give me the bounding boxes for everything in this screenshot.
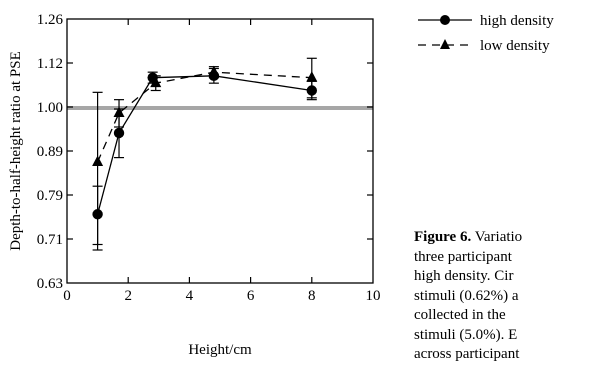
- data-point-high-density: [113, 127, 125, 139]
- y-tick-label: 1.26: [37, 12, 64, 28]
- caption-line-7: across participant: [414, 346, 520, 362]
- data-point-low-density: [208, 65, 220, 77]
- caption-text-1: Variatio: [471, 229, 523, 245]
- legend: high density low density: [418, 13, 554, 54]
- legend-low-label: low density: [480, 38, 550, 54]
- caption-figure-label: Figure 6.: [414, 229, 472, 245]
- data-point-low-density: [92, 155, 104, 166]
- x-tick-label: 2: [124, 288, 132, 304]
- x-tick-label: 0: [63, 288, 71, 304]
- y-tick-label: 1.12: [37, 56, 63, 72]
- x-axis-label: Height/cm: [188, 342, 252, 358]
- caption-line-3: high density. Cir: [414, 268, 514, 284]
- y-axis-label: Depth-to-half-height ratio at PSE: [8, 51, 24, 251]
- caption-line-5: collected in the: [414, 307, 506, 323]
- y-tick-label: 0.71: [37, 232, 63, 248]
- caption-line-2: three participant: [414, 248, 512, 265]
- y-tick-label: 0.63: [37, 276, 63, 292]
- caption-line-1: Figure 6. Variatio: [414, 228, 590, 248]
- legend-item-high-density: high density: [418, 13, 554, 29]
- figure-caption: Figure 6. Variatio three participant hig…: [414, 228, 590, 365]
- caption-line-6: stimuli (5.0%). E: [414, 326, 518, 343]
- y-tick-label: 0.89: [37, 144, 63, 160]
- y-tick-label: 0.79: [37, 188, 63, 204]
- x-tick-label: 10: [366, 288, 381, 304]
- data-point-low-density: [150, 76, 162, 88]
- series-line-high-density: [96, 75, 312, 215]
- x-tick-label: 6: [247, 288, 255, 304]
- plot-frame: [66, 18, 374, 284]
- legend-item-low-density: low density: [418, 38, 550, 54]
- caption-line-4: stimuli (0.62%) a: [414, 287, 519, 304]
- x-tick-label: 8: [308, 288, 316, 304]
- legend-low-marker: [440, 39, 450, 49]
- legend-high-label: high density: [480, 13, 554, 29]
- data-point-low-density: [306, 71, 318, 82]
- y-tick-label: 1.00: [37, 100, 63, 116]
- x-tick-label: 4: [186, 288, 194, 304]
- legend-high-marker: [440, 15, 450, 25]
- data-point-low-density: [113, 106, 125, 117]
